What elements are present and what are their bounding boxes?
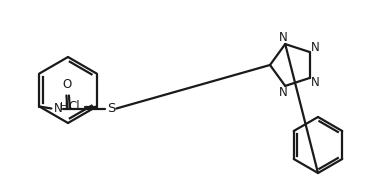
Text: Cl: Cl (68, 100, 80, 113)
Text: S: S (107, 102, 116, 115)
Text: N: N (279, 86, 288, 99)
Text: H: H (60, 102, 68, 112)
Text: N: N (311, 41, 320, 54)
Text: N: N (311, 75, 320, 89)
Text: N: N (279, 31, 288, 44)
Text: O: O (63, 79, 72, 91)
Text: N: N (53, 102, 62, 115)
